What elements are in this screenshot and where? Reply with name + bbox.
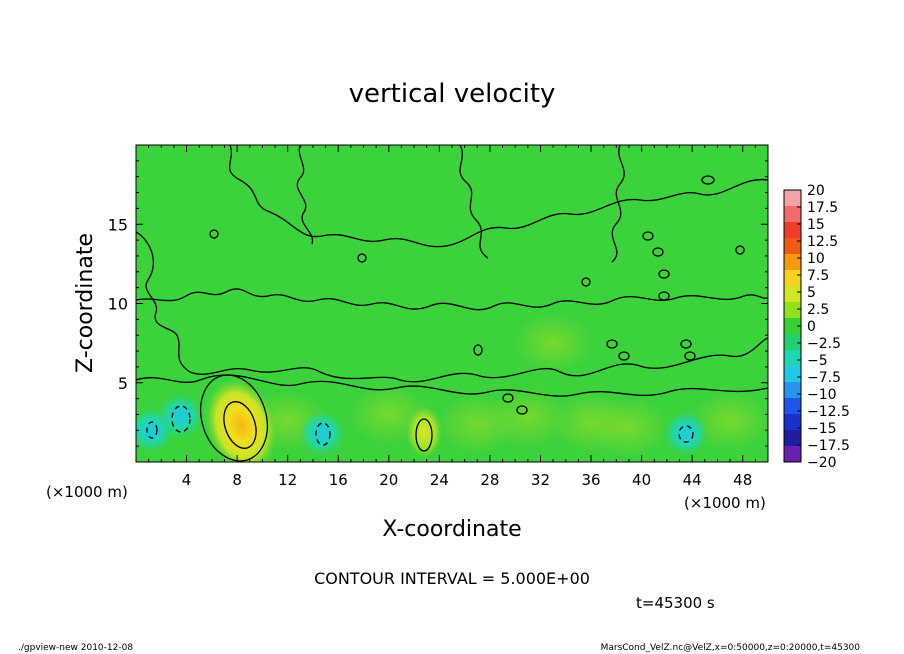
colorbar-label: 0 (807, 319, 816, 335)
field-downdraft (299, 411, 344, 456)
colorbar-swatch (784, 446, 801, 463)
contour-updraft (415, 418, 433, 452)
y-axis-label: Z-coordinate (73, 233, 98, 373)
colorbar-swatch (784, 350, 801, 367)
contour-downdraft (171, 405, 191, 433)
contour-downdraft (146, 421, 158, 439)
footer-left-text: ./gpview-new 2010-12-08 (18, 643, 133, 653)
x-tick-label: 4 (182, 471, 192, 489)
y-axis: 5 10 15 (108, 160, 768, 447)
x-unit-label-right: (×1000 m) (684, 494, 766, 512)
colorbar-label: 7.5 (807, 268, 829, 284)
colorbar-label: 12.5 (807, 234, 838, 250)
colorbar-swatch (784, 222, 801, 239)
colorbar-label: −20 (807, 455, 837, 471)
colorbar-label: −10 (807, 387, 837, 403)
x-tick-label: 8 (232, 471, 242, 489)
field-downdraft (136, 408, 174, 453)
colorbar-swatch (784, 238, 801, 255)
x-axis-label: X-coordinate (382, 517, 521, 542)
colorbar-label: −7.5 (807, 370, 841, 386)
field-weak-updraft (690, 390, 768, 451)
x-tick-label: 36 (581, 471, 600, 489)
contour-line (136, 288, 768, 311)
x-tick-label: 32 (531, 471, 550, 489)
colorbar-swatch (784, 366, 801, 383)
colorbar-label: 15 (807, 217, 825, 233)
contour-lines (136, 145, 768, 462)
colorbar-label: −2.5 (807, 336, 841, 352)
contour-line (296, 145, 314, 245)
colorbar-label: −12.5 (807, 404, 850, 420)
colorbar-swatch (784, 382, 801, 399)
x-tick-label: 28 (480, 471, 499, 489)
x-axis: 4 8 12 16 20 24 28 32 36 40 44 48 (148, 145, 756, 489)
negative-contours (146, 405, 694, 446)
contour-line (228, 145, 768, 248)
field-updraft (205, 378, 277, 462)
colorbar-swatch (784, 254, 801, 271)
contour-line (611, 145, 625, 263)
colorbar-label: −5 (807, 353, 828, 369)
colorbar-label: 20 (807, 183, 825, 199)
colorbar-swatch (784, 334, 801, 351)
x-tick-label: 40 (632, 471, 651, 489)
colorbar-label: −15 (807, 421, 837, 437)
contour-interval-text: CONTOUR INTERVAL = 5.000E+00 (314, 569, 590, 588)
colorbar-label: 10 (807, 251, 825, 267)
contour-downdraft (678, 425, 694, 443)
x-tick-label: 44 (683, 471, 702, 489)
contour-updraft (200, 374, 268, 462)
y-tick-label: 15 (108, 215, 128, 234)
chart-title: vertical velocity (349, 79, 556, 109)
colorbar-swatch (784, 286, 801, 303)
footer-right-text: MarsCond_VelZ.nc@VelZ,x=0:50000,z=0:2000… (601, 643, 861, 653)
field-downdraft (663, 411, 708, 456)
plot-area (136, 145, 768, 462)
colorbar-label: 5 (807, 285, 816, 301)
x-unit-label-left: (×1000 m) (46, 483, 128, 501)
colorbar-swatch (784, 206, 801, 223)
x-tick-label: 24 (430, 471, 449, 489)
field-weak-updraft (513, 313, 594, 374)
colorbar: 2017.51512.5107.552.50−2.5−5−7.5−10−12.5… (783, 183, 850, 471)
colorbar-label: −17.5 (807, 438, 850, 454)
colorbar-swatch (784, 414, 801, 431)
contour-updraft (223, 401, 257, 449)
x-tick-label: 12 (278, 471, 297, 489)
colorbar-swatch (784, 318, 801, 335)
colorbar-swatch (784, 270, 801, 287)
contour-line (459, 145, 489, 259)
y-tick-label: 10 (108, 295, 128, 314)
field-shading (136, 313, 768, 462)
colorbar-label: 2.5 (807, 302, 829, 318)
colorbar-swatch (784, 398, 801, 415)
colorbar-swatch (784, 302, 801, 319)
colorbar-swatch (784, 190, 801, 207)
time-text: t=45300 s (636, 594, 715, 612)
field-updraft (406, 405, 443, 458)
y-tick-label: 5 (118, 374, 128, 393)
x-tick-label: 16 (329, 471, 348, 489)
small-contour-cells (209, 175, 745, 415)
field-weak-updraft (588, 397, 669, 458)
contour-downdraft (315, 422, 331, 446)
colorbar-label: 17.5 (807, 200, 838, 216)
x-tick-label: 20 (379, 471, 398, 489)
x-tick-label: 48 (733, 471, 752, 489)
colorbar-swatch (784, 430, 801, 447)
contour-line (136, 231, 768, 383)
